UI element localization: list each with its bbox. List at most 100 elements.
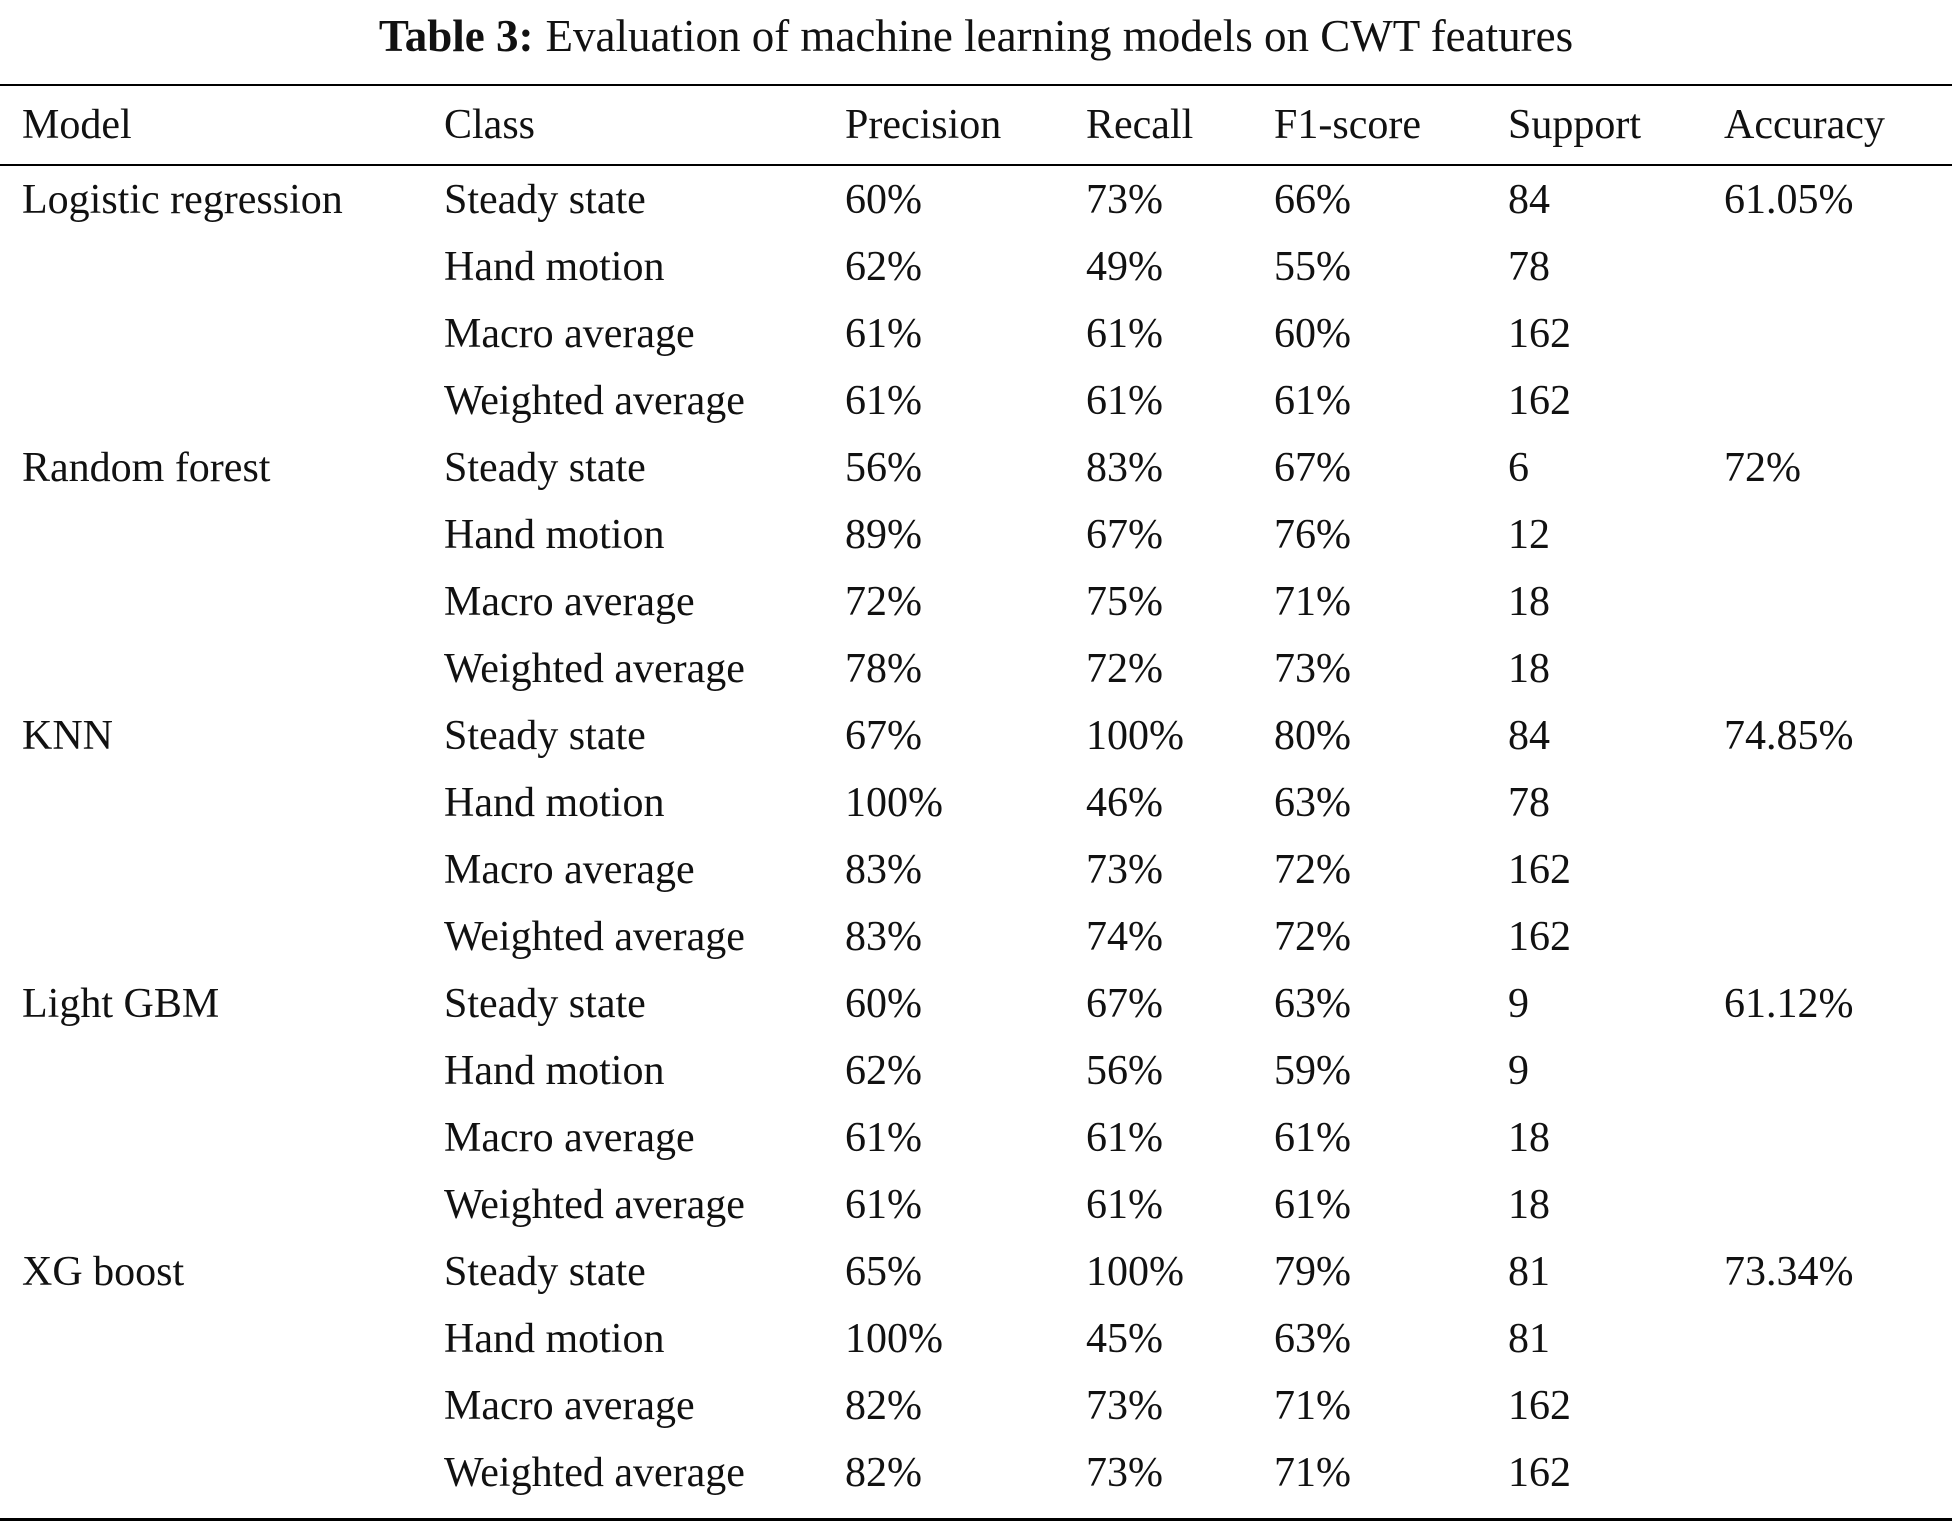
cell-recall: 67% [1086,512,1163,558]
cell-f1-score: 71% [1274,1383,1351,1429]
cell-class: Weighted average [444,1182,745,1228]
cell-f1-score: 67% [1274,445,1351,491]
cell-model: Random forest [22,445,271,491]
cell-support: 81 [1508,1316,1550,1362]
cell-f1-score: 63% [1274,780,1351,826]
table-row: Weighted average 61% 61% 61% 162 [0,368,1952,435]
cell-class: Weighted average [444,914,745,960]
cell-precision: 61% [845,378,922,424]
cell-class: Steady state [444,177,646,223]
cell-f1-score: 61% [1274,1115,1351,1161]
cell-support: 162 [1508,1450,1571,1496]
cell-recall: 56% [1086,1048,1163,1094]
header-model: Model [22,102,132,148]
cell-recall: 61% [1086,1182,1163,1228]
cell-precision: 78% [845,646,922,692]
cell-precision: 72% [845,579,922,625]
results-table: Model Class Precision Recall F1-score Su… [0,86,1952,1507]
table-caption: Table 3: Evaluation of machine learning m… [0,8,1952,64]
cell-accuracy: 72% [1724,445,1801,491]
cell-precision: 62% [845,244,922,290]
table-row: Light GBM Steady state 60% 67% 63% 9 61.12% [0,971,1952,1038]
cell-recall: 73% [1086,1383,1163,1429]
cell-f1-score: 63% [1274,1316,1351,1362]
header-f1-score: F1-score [1274,102,1421,148]
cell-class: Hand motion [444,1316,665,1362]
cell-class: Weighted average [444,646,745,692]
table-header-rule [0,164,1952,166]
cell-precision: 82% [845,1450,922,1496]
cell-recall: 100% [1086,713,1184,759]
cell-support: 78 [1508,780,1550,826]
cell-class: Hand motion [444,512,665,558]
cell-f1-score: 73% [1274,646,1351,692]
header-support: Support [1508,102,1642,148]
cell-precision: 61% [845,1182,922,1228]
cell-precision: 89% [845,512,922,558]
table-row: Macro average 61% 61% 61% 18 [0,1105,1952,1172]
cell-model: Logistic regression [22,177,343,223]
cell-support: 162 [1508,1383,1571,1429]
cell-f1-score: 71% [1274,579,1351,625]
cell-class: Macro average [444,579,695,625]
cell-recall: 83% [1086,445,1163,491]
cell-support: 18 [1508,1115,1550,1161]
cell-support: 84 [1508,713,1550,759]
cell-support: 162 [1508,847,1571,893]
table-bottom-rule [0,1518,1952,1521]
cell-class: Hand motion [444,1048,665,1094]
cell-accuracy: 61.05% [1724,177,1854,223]
cell-support: 9 [1508,1048,1529,1094]
cell-class: Steady state [444,1249,646,1295]
cell-class: Weighted average [444,1450,745,1496]
cell-support: 12 [1508,512,1550,558]
cell-f1-score: 79% [1274,1249,1351,1295]
cell-accuracy: 74.85% [1724,713,1854,759]
header-accuracy: Accuracy [1724,102,1885,148]
table-row: Hand motion 100% 46% 63% 78 [0,770,1952,837]
cell-f1-score: 76% [1274,512,1351,558]
table-body: Logistic regression Steady state 60% 73% 66%… [0,164,1952,1507]
cell-precision: 83% [845,847,922,893]
header-class: Class [444,102,536,148]
cell-model: KNN [22,713,113,759]
header-precision: Precision [845,102,1002,148]
table-row: Weighted average 83% 74% 72% 162 [0,904,1952,971]
table-row: Macro average 82% 73% 71% 162 [0,1373,1952,1440]
cell-precision: 100% [845,780,943,826]
cell-support: 81 [1508,1249,1550,1295]
cell-support: 18 [1508,646,1550,692]
cell-support: 18 [1508,1182,1550,1228]
cell-precision: 60% [845,177,922,223]
header-recall: Recall [1086,102,1194,148]
cell-support: 9 [1508,981,1529,1027]
cell-recall: 72% [1086,646,1163,692]
cell-precision: 61% [845,311,922,357]
cell-accuracy: 73.34% [1724,1249,1854,1295]
cell-precision: 100% [845,1316,943,1362]
cell-class: Macro average [444,847,695,893]
cell-precision: 60% [845,981,922,1027]
cell-precision: 83% [845,914,922,960]
cell-precision: 62% [845,1048,922,1094]
cell-f1-score: 72% [1274,914,1351,960]
table-caption-text: Evaluation of machine learning models on… [545,11,1574,61]
table-row: Weighted average 61% 61% 61% 18 [0,1172,1952,1239]
table-row: Macro average 83% 73% 72% 162 [0,837,1952,904]
table-row: Macro average 61% 61% 60% 162 [0,301,1952,368]
table-row: XG boost Steady state 65% 100% 79% 81 73.34% [0,1239,1952,1306]
cell-f1-score: 71% [1274,1450,1351,1496]
cell-support: 84 [1508,177,1550,223]
cell-support: 162 [1508,378,1571,424]
cell-support: 162 [1508,311,1571,357]
cell-precision: 65% [845,1249,922,1295]
cell-support: 162 [1508,914,1571,960]
cell-class: Macro average [444,311,695,357]
cell-recall: 61% [1086,311,1163,357]
cell-support: 78 [1508,244,1550,290]
cell-support: 6 [1508,445,1529,491]
cell-precision: 61% [845,1115,922,1161]
table-row: Hand motion 62% 56% 59% 9 [0,1038,1952,1105]
cell-class: Steady state [444,445,646,491]
cell-precision: 67% [845,713,922,759]
